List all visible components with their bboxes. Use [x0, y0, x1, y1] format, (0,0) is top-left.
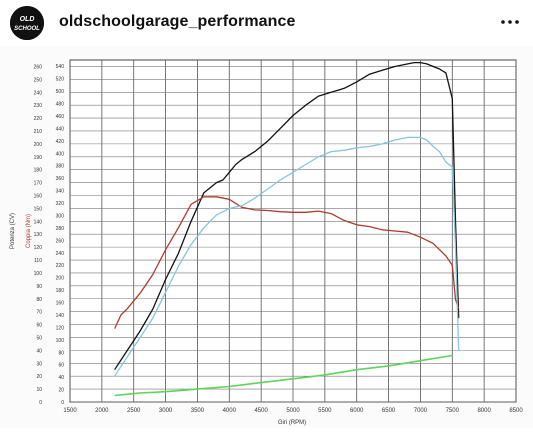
- power-tick-label: 90: [36, 284, 42, 290]
- power-tick-label: 50: [36, 335, 42, 341]
- power-tick-label: 170: [34, 181, 43, 187]
- power-tick-label: 190: [34, 155, 43, 161]
- y-axis-label-torque: Coppia (Nm): [26, 214, 32, 248]
- power-tick-label: 100: [34, 271, 43, 277]
- power-tick-label: 230: [34, 103, 43, 109]
- torque-tick-label: 20: [58, 388, 64, 394]
- torque-tick-label: 340: [56, 189, 65, 195]
- x-tick-label: 8500: [509, 408, 523, 414]
- torque-tick-label: 360: [56, 176, 65, 182]
- torque-tick-label: 160: [56, 301, 65, 307]
- torque-tick-label: 280: [56, 226, 65, 232]
- avatar-text-top: OLD: [20, 16, 35, 23]
- torque-tick-label: 40: [58, 375, 64, 381]
- torque-tick-label: 0: [61, 400, 64, 406]
- power-tick-label: 200: [34, 142, 43, 148]
- power-tick-label: 160: [34, 194, 43, 200]
- torque-tick-label: 500: [56, 89, 65, 95]
- x-tick-label: 4500: [254, 408, 268, 414]
- power-tick-label: 250: [34, 77, 43, 83]
- power-tick-label: 0: [39, 400, 42, 406]
- x-tick-label: 7500: [446, 408, 460, 414]
- power-tick-label: 40: [36, 348, 42, 354]
- chart-series: [114, 61, 460, 397]
- torque-tick-label: 400: [56, 151, 65, 157]
- x-tick-label: 6000: [350, 408, 364, 414]
- torque-tick-label: 120: [56, 325, 65, 331]
- x-tick-label: 3000: [159, 408, 173, 414]
- power-tick-label: 140: [34, 219, 43, 225]
- torque-tick-label: 220: [56, 263, 65, 269]
- post-image[interactable]: 1500 2000 2500 3000 3500 4000 4500 5000 5500 6000…: [0, 46, 533, 428]
- torque-tick-label: 140: [56, 313, 65, 319]
- more-horizontal-icon: [501, 20, 519, 24]
- torque-tick-label: 480: [56, 102, 65, 108]
- power-tick-label: 260: [34, 64, 43, 70]
- avatar-text-bottom: SCHOOL: [14, 26, 40, 32]
- x-tick-label: 5500: [318, 408, 332, 414]
- power-tick-label: 120: [34, 245, 43, 251]
- power-tick-label: 60: [36, 323, 42, 329]
- dyno-chart: 1500 2000 2500 3000 3500 4000 4500 5000 5500 6000…: [0, 46, 533, 428]
- torque-tick-label: 60: [58, 363, 64, 369]
- x-tick-label: 7000: [414, 408, 428, 414]
- y-axis-label-power: Potenza (CV): [10, 213, 16, 249]
- power-tick-label: 20: [36, 374, 42, 380]
- power-tick-label: 70: [36, 310, 42, 316]
- x-tick-label: 1500: [63, 408, 77, 414]
- series-line-2: [114, 136, 460, 377]
- torque-tick-label: 540: [56, 64, 65, 70]
- power-tick-label: 130: [34, 232, 43, 238]
- torque-tick-label: 300: [56, 213, 65, 219]
- torque-tick-label: 420: [56, 139, 65, 145]
- power-tick-label: 150: [34, 206, 43, 212]
- torque-tick-label: 200: [56, 276, 65, 282]
- torque-tick-label: 380: [56, 164, 65, 170]
- power-tick-label: 110: [34, 258, 42, 264]
- post-header: OLD SCHOOL oldschoolgarage_performance: [0, 0, 533, 46]
- power-tick-label: 220: [34, 116, 43, 122]
- series-line-1: [114, 196, 460, 329]
- power-tick-label: 210: [34, 129, 43, 135]
- x-tick-label: 5000: [286, 408, 300, 414]
- x-tick-label: 8000: [477, 408, 491, 414]
- x-tick-label: 2500: [127, 408, 141, 414]
- power-tick-label: 10: [36, 387, 42, 393]
- power-tick-label: 240: [34, 90, 43, 96]
- torque-tick-label: 100: [56, 338, 65, 344]
- torque-tick-label: 80: [58, 350, 64, 356]
- torque-tick-label: 320: [56, 201, 65, 207]
- series-line-0: [114, 61, 460, 371]
- power-tick-label: 180: [34, 168, 43, 174]
- torque-tick-label: 440: [56, 126, 65, 132]
- torque-tick-label: 260: [56, 238, 65, 244]
- profile-avatar[interactable]: OLD SCHOOL: [10, 6, 44, 40]
- power-tick-label: 30: [36, 361, 42, 367]
- torque-tick-label: 240: [56, 251, 65, 257]
- torque-tick-label: 520: [56, 77, 65, 83]
- torque-tick-label: 460: [56, 114, 65, 120]
- oldschool-logo-icon: OLD SCHOOL: [10, 6, 44, 40]
- series-line-3: [114, 354, 453, 397]
- x-tick-label: 4000: [223, 408, 237, 414]
- power-tick-label: 80: [36, 297, 42, 303]
- x-tick-label: 2000: [95, 408, 109, 414]
- x-tick-label: 3500: [191, 408, 205, 414]
- chart-grid: [69, 59, 517, 403]
- post-username[interactable]: oldschoolgarage_performance: [59, 13, 296, 30]
- torque-tick-label: 180: [56, 288, 65, 294]
- x-axis-label: Giri (RPM): [278, 420, 306, 426]
- more-options-button[interactable]: [497, 10, 523, 34]
- x-tick-label: 6500: [382, 408, 396, 414]
- chart-axes: 1500 2000 2500 3000 3500 4000 4500 5000 5500 6000…: [34, 64, 524, 414]
